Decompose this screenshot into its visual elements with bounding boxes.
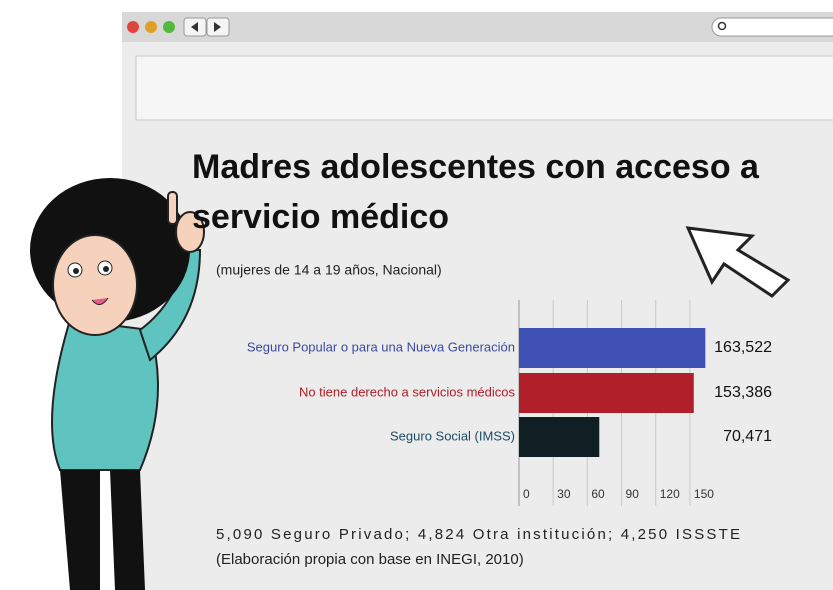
category-label: Seguro Popular o para una Nueva Generaci…: [247, 339, 515, 354]
value-label: 70,471: [723, 428, 772, 445]
bar: [519, 417, 600, 457]
zoom-button[interactable]: [163, 21, 175, 33]
cartoon-girl: [30, 178, 205, 590]
cursor-icon: [685, 226, 791, 298]
search-icon: [717, 21, 727, 31]
bar: [519, 373, 694, 413]
x-tick-label: 60: [591, 487, 605, 501]
address-area: [135, 55, 833, 121]
minimize-button[interactable]: [145, 21, 157, 33]
page-title: Madres adolescentes con acceso a servici…: [192, 148, 759, 236]
category-label: No tiene derecho a servicios médicos: [299, 384, 516, 399]
subtitle: (mujeres de 14 a 19 años, Nacional): [216, 262, 442, 278]
x-tick-label: 90: [626, 487, 640, 501]
category-label: Seguro Social (IMSS): [390, 428, 515, 443]
nav-arrows: [191, 22, 221, 32]
value-label: 163,522: [714, 339, 772, 356]
bar: [519, 328, 706, 368]
x-tick-label: 0: [523, 487, 530, 501]
note: 5,090 Seguro Privado; 4,824 Otra institu…: [216, 526, 740, 543]
close-button[interactable]: [127, 21, 139, 33]
search-box[interactable]: [711, 17, 833, 37]
x-tick-label: 30: [557, 487, 571, 501]
value-label: 153,386: [714, 384, 772, 401]
x-tick-label: 150: [694, 487, 714, 501]
x-tick-label: 120: [660, 487, 680, 501]
note: (Elaboración propia con base en INEGI, 2…: [216, 551, 524, 568]
